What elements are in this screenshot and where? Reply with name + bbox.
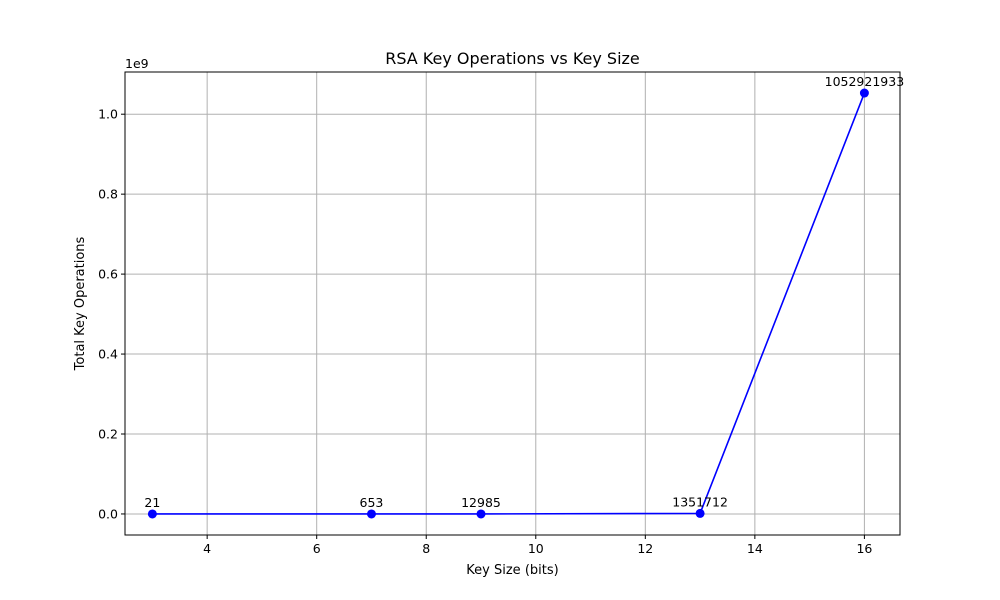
data-label: 1351712 [672,494,728,509]
y-tick-label: 1.0 [98,107,118,122]
y-axis-offset-label: 1e9 [125,56,149,71]
data-point [859,88,869,98]
data-label: 653 [360,495,384,510]
y-tick-label: 0.6 [98,267,118,282]
grid-lines [125,72,900,535]
y-tick-label: 0.8 [98,187,118,202]
axis-ticks: 4 6 8 10 12 14 16 0.0 0.2 0.4 0.6 0.8 1.0 [98,107,872,556]
data-point [147,509,157,519]
plot-frame [124,71,901,536]
y-axis-label: Total Key Operations [73,236,88,371]
x-tick-label: 6 [313,541,321,556]
data-point [366,509,376,519]
series-layer: 21 653 12985 1351712 1052921933 [144,74,905,519]
data-label: 21 [144,495,160,510]
x-tick-label: 4 [203,541,211,556]
x-tick-label: 14 [747,541,763,556]
x-tick-label: 12 [637,541,653,556]
y-tick-label: 0.4 [98,347,118,362]
y-tick-label: 0.0 [98,506,118,521]
y-tick-label: 0.2 [98,427,118,442]
chart-title: RSA Key Operations vs Key Size [385,49,640,68]
data-label: 1052921933 [825,74,905,89]
data-label: 12985 [461,495,501,510]
x-axis-label: Key Size (bits) [466,563,558,578]
x-tick-label: 8 [422,541,430,556]
data-point [476,509,486,519]
x-tick-label: 16 [856,541,872,556]
x-tick-label: 10 [528,541,544,556]
data-point [695,508,705,518]
